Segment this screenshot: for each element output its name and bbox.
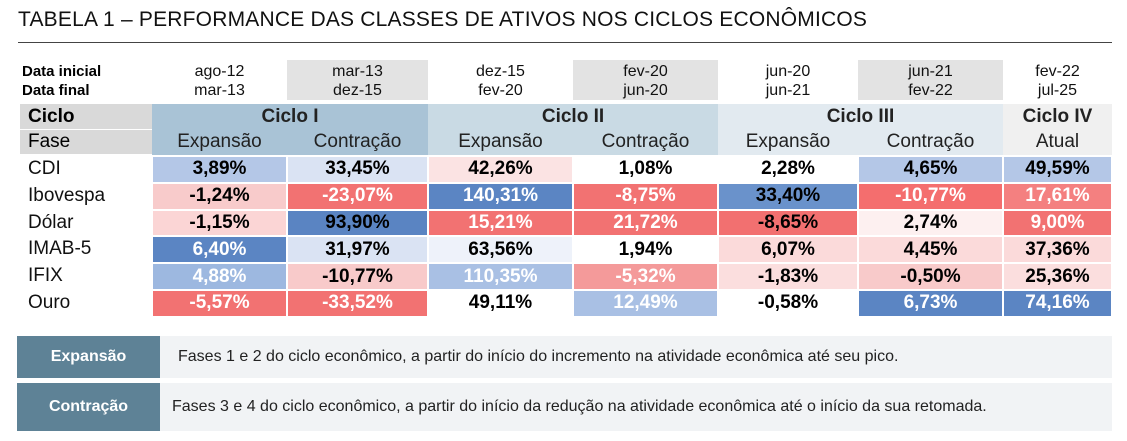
- date-start: dez-15: [476, 62, 525, 80]
- value-cell: -23,07%: [287, 182, 428, 210]
- phase-label: Fase: [20, 130, 152, 154]
- value-cell: -0,50%: [858, 263, 1003, 290]
- date-end: fev-20: [478, 81, 523, 99]
- date-cell: [152, 60, 287, 100]
- date-label: Data inicial: [22, 63, 102, 80]
- value-cell: -10,77%: [287, 263, 428, 290]
- date-cell: [428, 60, 573, 100]
- title: TABELA 1 – PERFORMANCE DAS CLASSES DE AT…: [18, 8, 868, 31]
- value-cell: 63,56%: [428, 236, 573, 264]
- value-cell: 9,00%: [1003, 209, 1112, 237]
- phase-header: Contração: [287, 129, 428, 155]
- date-cell: [573, 60, 718, 100]
- date-end: mar-13: [194, 81, 245, 99]
- phase-header: Atual: [1003, 129, 1112, 155]
- date-label: Data final: [22, 82, 90, 99]
- value-cell: -1,24%: [152, 182, 287, 210]
- legend-text: Fases 3 e 4 do ciclo econômico, a partir…: [160, 383, 1112, 431]
- value-cell: 93,90%: [287, 209, 428, 237]
- value-cell: 140,31%: [428, 182, 573, 210]
- date-cell: [858, 60, 1003, 100]
- date-start: ago-12: [194, 62, 245, 80]
- phase-header: Contração: [573, 129, 718, 155]
- legend-text: Fases 1 e 2 do ciclo econômico, a partir…: [160, 336, 1112, 378]
- value-cell: 3,89%: [152, 156, 287, 183]
- value-cell: 49,11%: [428, 290, 573, 317]
- date-start: fev-20: [623, 62, 668, 80]
- date-start: mar-13: [332, 62, 383, 80]
- value-cell: 33,40%: [718, 182, 858, 210]
- legend-term: Contração: [17, 383, 160, 431]
- row-label: CDI: [28, 158, 61, 179]
- date-end: jun-21: [765, 81, 811, 99]
- date-start: jun-21: [908, 62, 953, 80]
- row-label: IMAB-5: [28, 238, 92, 260]
- value-cell: 33,45%: [287, 156, 428, 183]
- cycle-header: Ciclo III: [718, 104, 1003, 129]
- value-cell: 15,21%: [428, 209, 573, 237]
- date-cell: [287, 60, 428, 100]
- value-cell: 6,40%: [152, 236, 287, 264]
- value-cell: 4,88%: [152, 263, 287, 290]
- cycle-header: Ciclo II: [428, 104, 718, 129]
- value-cell: -8,75%: [573, 182, 718, 210]
- legend-term: Expansão: [17, 336, 160, 378]
- value-cell: -8,65%: [718, 209, 858, 237]
- date-end: fev-22: [908, 81, 953, 99]
- value-cell: -0,58%: [718, 290, 858, 317]
- value-cell: -10,77%: [858, 182, 1003, 210]
- value-cell: -5,57%: [152, 290, 287, 317]
- row-label: Ibovespa: [28, 184, 106, 206]
- cycle-header: Ciclo I: [152, 104, 428, 129]
- value-cell: -1,83%: [718, 263, 858, 290]
- value-cell: 31,97%: [287, 236, 428, 264]
- value-cell: 42,26%: [428, 156, 573, 183]
- date-start: fev-22: [1035, 62, 1080, 80]
- cycle-header: Ciclo IV: [1003, 104, 1112, 129]
- date-start: jun-20: [765, 62, 811, 80]
- value-cell: -33,52%: [287, 290, 428, 317]
- value-cell: 110,35%: [428, 263, 573, 290]
- date-end: dez-15: [333, 81, 382, 99]
- value-cell: 4,65%: [858, 156, 1003, 183]
- value-cell: 1,08%: [573, 156, 718, 183]
- date-end: jul-25: [1037, 81, 1078, 99]
- value-cell: 4,45%: [858, 236, 1003, 264]
- value-cell: -5,32%: [573, 263, 718, 290]
- value-cell: 74,16%: [1003, 290, 1112, 317]
- value-cell: 37,36%: [1003, 236, 1112, 264]
- value-cell: 2,28%: [718, 156, 858, 183]
- value-cell: 21,72%: [573, 209, 718, 237]
- phase-header: Expansão: [152, 129, 287, 155]
- value-cell: 2,74%: [858, 209, 1003, 237]
- value-cell: 6,73%: [858, 290, 1003, 317]
- title-rule: [18, 42, 1112, 43]
- row-label: IFIX: [28, 265, 63, 287]
- value-cell: 17,61%: [1003, 182, 1112, 210]
- cycle-label: Ciclo: [20, 104, 152, 129]
- date-cell: [1003, 60, 1112, 100]
- phase-header: Expansão: [718, 129, 858, 155]
- value-cell: 25,36%: [1003, 263, 1112, 290]
- phase-header: Contração: [858, 129, 1003, 155]
- value-cell: 12,49%: [573, 290, 718, 317]
- row-label: Dólar: [28, 211, 74, 233]
- value-cell: 6,07%: [718, 236, 858, 264]
- date-end: jun-20: [623, 81, 668, 99]
- value-cell: -1,15%: [152, 209, 287, 237]
- date-cell: [718, 60, 858, 100]
- phase-header: Expansão: [428, 129, 573, 155]
- row-label: Ouro: [28, 292, 71, 313]
- value-cell: 49,59%: [1003, 156, 1112, 183]
- value-cell: 1,94%: [573, 236, 718, 264]
